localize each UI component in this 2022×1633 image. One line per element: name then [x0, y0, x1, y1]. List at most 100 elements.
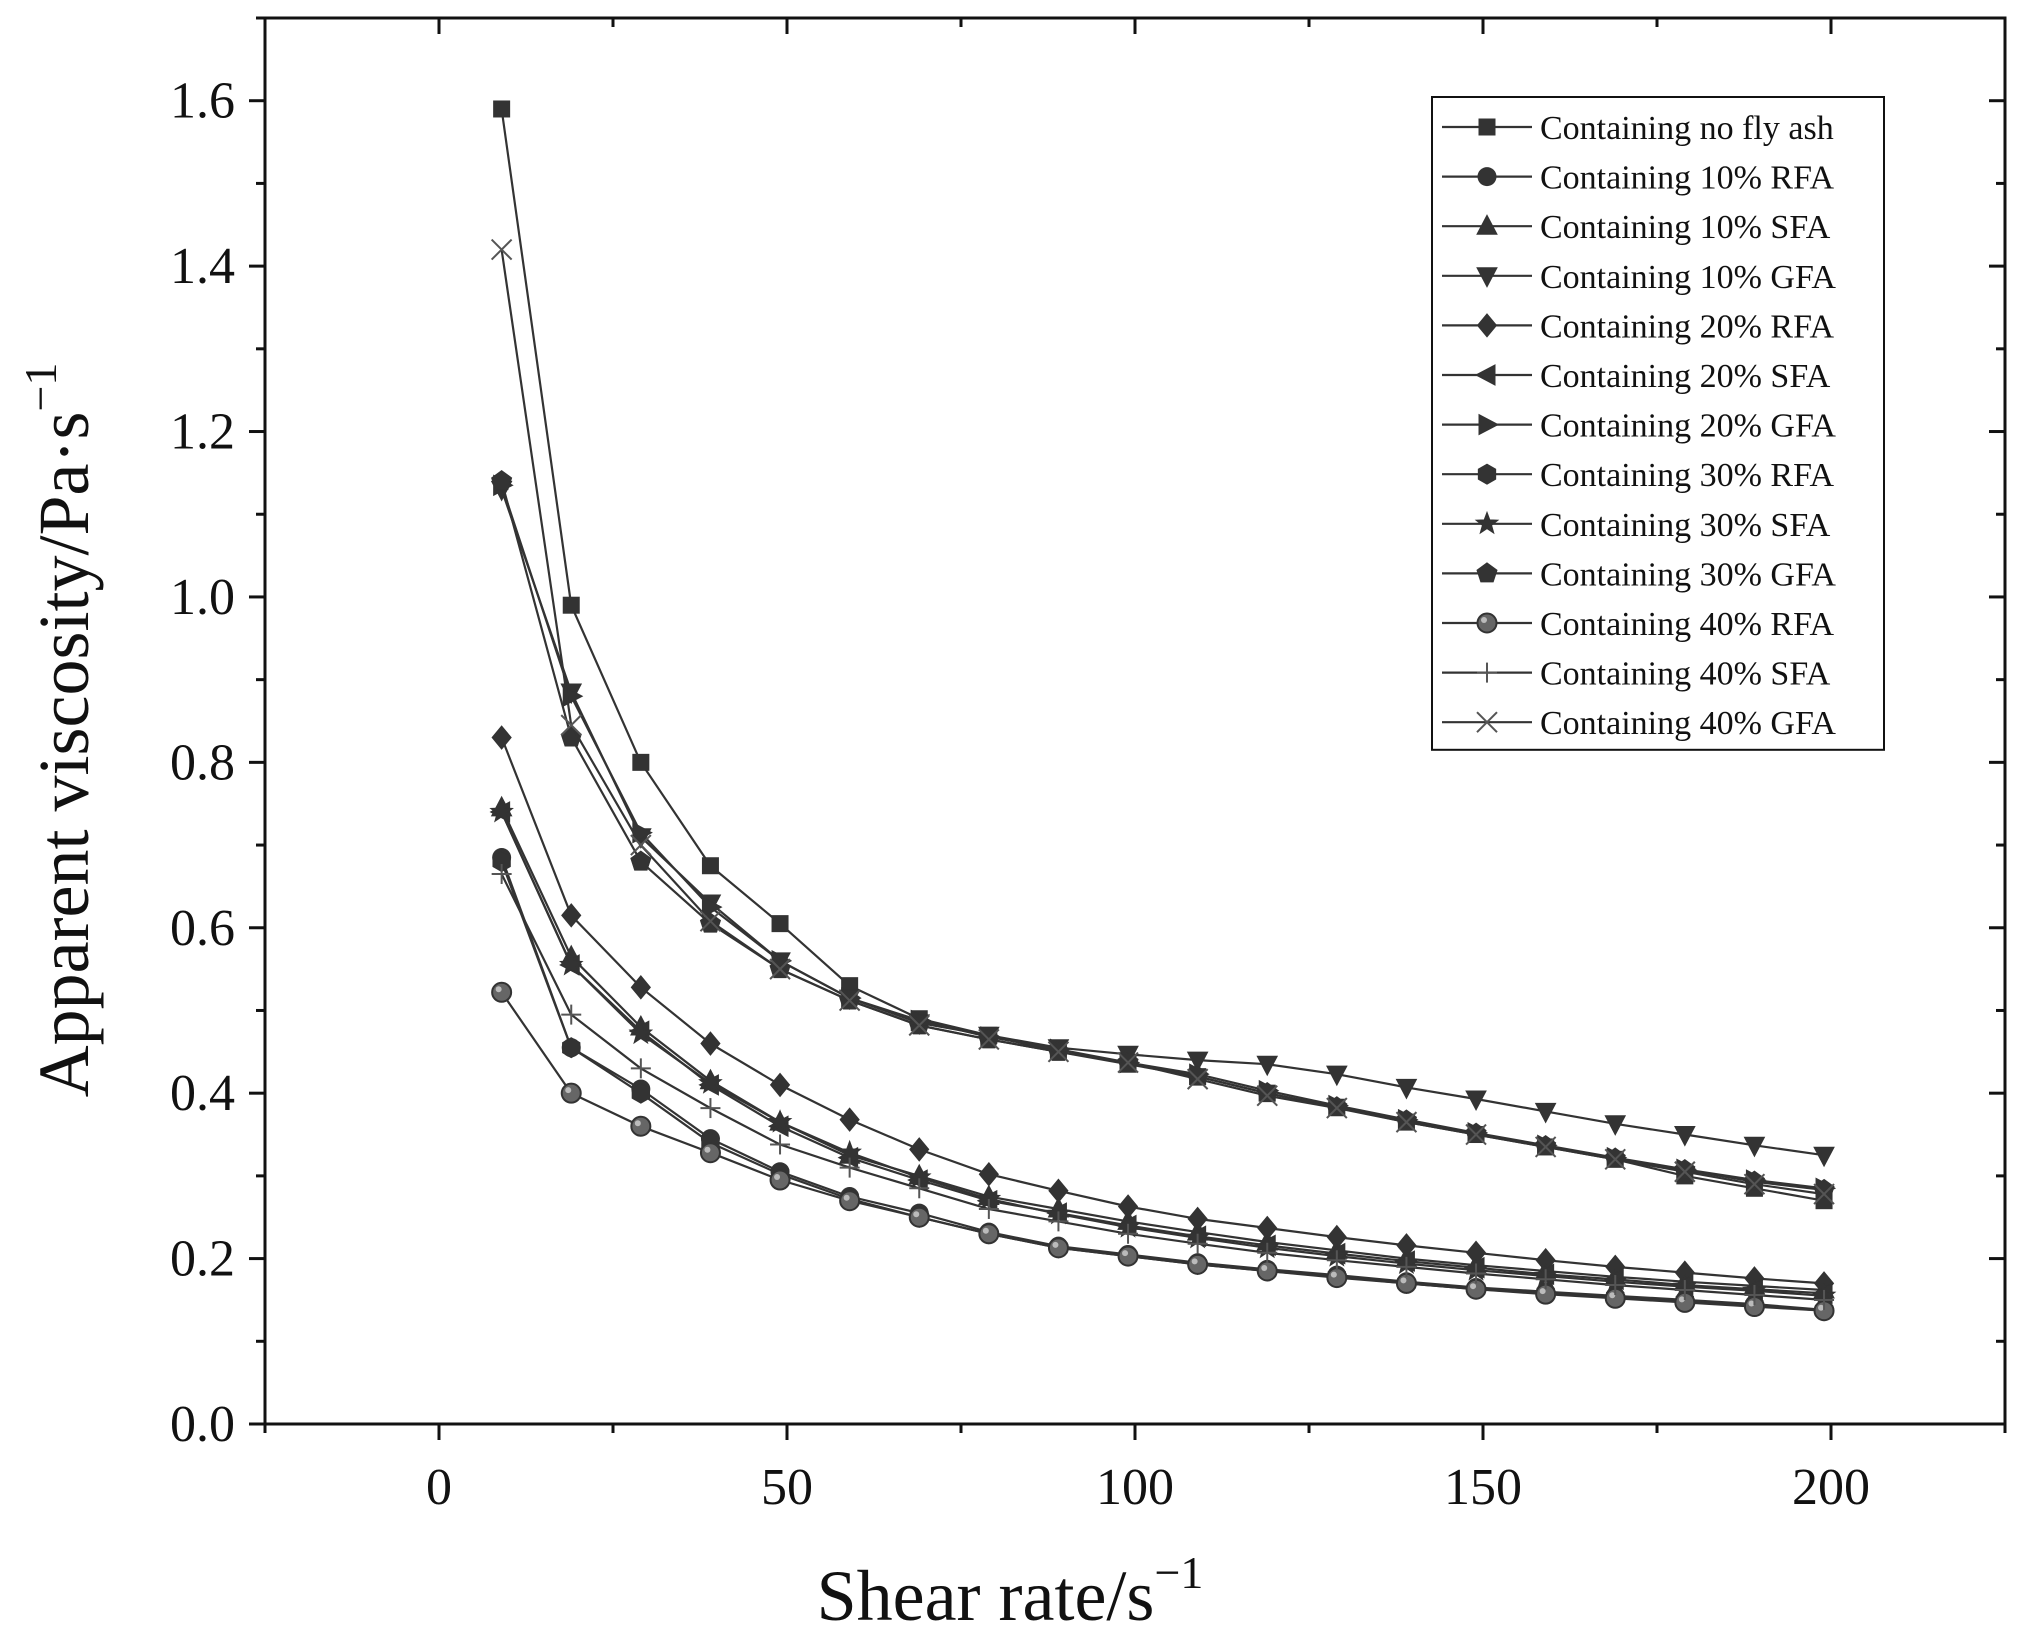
data-point	[560, 714, 582, 736]
legend-marker	[1477, 662, 1497, 683]
data-point	[1674, 1280, 1695, 1301]
legend-marker	[1476, 267, 1498, 288]
data-point-body	[491, 981, 513, 1003]
legend-item: Containing 10% SFA	[1442, 209, 1831, 246]
data-point	[630, 1115, 652, 1137]
data-point-body	[839, 1190, 861, 1212]
y-tick-label: 0.2	[170, 1231, 235, 1288]
data-point	[1187, 1233, 1208, 1254]
data-point	[1118, 1223, 1139, 1244]
data-point	[978, 1198, 999, 1219]
data-point	[1326, 1267, 1348, 1289]
data-point-body	[699, 1142, 721, 1164]
data-point	[1395, 1109, 1418, 1130]
data-point-body	[1187, 1253, 1209, 1275]
data-point	[1535, 1269, 1556, 1290]
data-point-highlight	[1122, 1250, 1129, 1257]
data-point-b	[1534, 1136, 1557, 1158]
data-point	[1395, 1111, 1418, 1133]
legend-marker-highlight	[1481, 617, 1487, 623]
series-line	[500, 249, 1825, 1196]
series-line	[500, 737, 1825, 1285]
x-tick-label: 0	[426, 1459, 452, 1516]
data-point	[558, 952, 584, 976]
legend-marker	[1476, 313, 1498, 338]
legend-item: Containing 10% GFA	[1442, 259, 1836, 296]
data-point-b	[1813, 1183, 1835, 1205]
data-point	[562, 596, 580, 614]
data-point	[1604, 1115, 1627, 1136]
data-point-highlight	[1748, 1300, 1755, 1307]
series-layer	[489, 100, 1837, 1322]
series-line	[500, 811, 1825, 1295]
data-point	[1465, 1122, 1487, 1143]
data-point	[1605, 1275, 1626, 1296]
series-13	[490, 238, 1835, 1205]
legend: Containing no fly ash Containing 10% RFA C…	[1431, 96, 1885, 751]
data-point	[1326, 1097, 1348, 1119]
data-point	[490, 238, 513, 261]
data-point-highlight	[913, 1211, 920, 1218]
axes-layer: 0 50 100 150 200 0.0 0.2 0.4 0.6 0.8 1.0 1.2 1.4 1.6	[170, 16, 2007, 1516]
data-point	[771, 915, 789, 933]
data-point-b	[630, 834, 652, 856]
data-point-highlight	[704, 1146, 711, 1153]
data-point-b	[1326, 1097, 1348, 1119]
data-point	[630, 850, 652, 871]
x-axis-title-superscript: −1	[1154, 1547, 1203, 1598]
legend-item: Containing 30% SFA	[1442, 507, 1831, 544]
legend-label: Containing 20% RFA	[1540, 308, 1834, 345]
data-point-b	[769, 958, 791, 980]
data-point-b	[838, 989, 861, 1012]
legend-marker	[1477, 167, 1497, 187]
x-tick-label: 200	[1792, 1459, 1870, 1516]
series-5	[491, 725, 1835, 1296]
data-point	[1257, 1242, 1278, 1263]
data-point-body	[1326, 1267, 1348, 1289]
y-tick-label: 1.6	[170, 73, 235, 130]
legend-label: Containing no fly ash	[1540, 110, 1834, 147]
data-point	[630, 834, 652, 856]
legend-box	[1431, 96, 1885, 751]
series-line	[500, 857, 1825, 1311]
data-point	[489, 799, 514, 823]
data-point-highlight	[843, 1194, 850, 1201]
data-point	[491, 864, 512, 885]
data-point-b	[978, 1028, 1000, 1051]
legend-marker	[1478, 413, 1500, 436]
data-point	[493, 100, 511, 118]
data-point	[1604, 1148, 1626, 1171]
data-point	[1395, 1272, 1417, 1294]
data-point	[769, 1072, 791, 1098]
data-point	[699, 910, 722, 932]
data-point	[630, 975, 651, 1000]
legend-item: Containing 20% SFA	[1442, 358, 1831, 395]
y-tick-label: 0.4	[170, 1065, 235, 1122]
data-point-highlight	[1400, 1277, 1407, 1284]
data-point-highlight	[1818, 1304, 1825, 1311]
legend-item: Containing 20% RFA	[1442, 308, 1834, 345]
legend-marker	[1474, 510, 1500, 535]
legend-label: Containing 40% SFA	[1540, 656, 1831, 693]
data-point	[1465, 1123, 1487, 1146]
series-line	[500, 873, 1825, 1301]
y-tick-label: 0.6	[170, 900, 235, 957]
data-point	[630, 1058, 651, 1079]
data-point	[769, 958, 791, 980]
data-point	[1117, 1245, 1139, 1267]
data-point	[1743, 1296, 1765, 1318]
data-point	[769, 1169, 791, 1191]
series-line	[500, 991, 1825, 1312]
data-point	[491, 470, 513, 491]
legend-label: Containing 20% GFA	[1540, 408, 1836, 445]
data-point	[701, 896, 723, 918]
series-line	[500, 811, 1825, 1297]
legend-label: Containing 30% GFA	[1540, 556, 1836, 593]
series-8	[492, 851, 1834, 1322]
data-point	[1396, 1256, 1417, 1277]
series-line	[500, 489, 1825, 1157]
data-point-b	[1047, 1041, 1070, 1063]
series-line	[500, 807, 1825, 1292]
data-point	[1813, 1183, 1835, 1205]
